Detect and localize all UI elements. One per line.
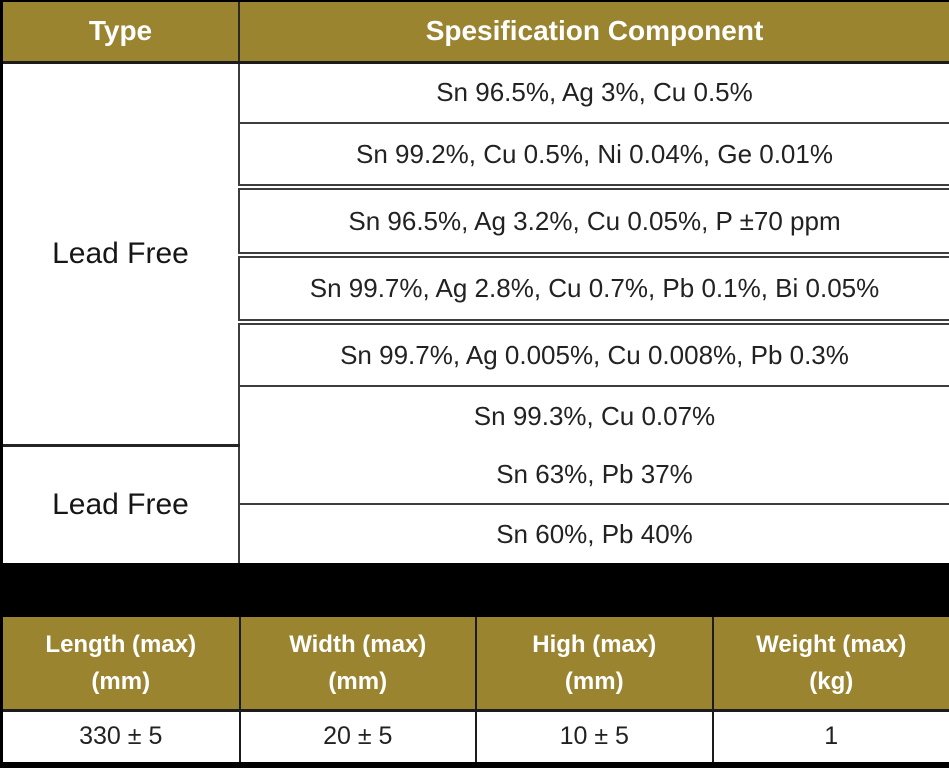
table-row: Sn 99.7%, Ag 0.005%, Cu 0.008%, Pb 0.3%	[3, 319, 949, 387]
dim-header-length: Length (max) (mm)	[3, 617, 241, 712]
dim-header-weight: Weight (max) (kg)	[712, 617, 949, 712]
table-row: Sn 96.5%, Ag 3.2%, Cu 0.05%, P ±70 ppm	[3, 184, 949, 255]
dim-header-high: High (max) (mm)	[476, 617, 714, 712]
separator-band	[0, 563, 949, 617]
table-row: Sn 99.2%, Cu 0.5%, Ni 0.04%, Ge 0.01%	[3, 122, 949, 188]
table-row: Sn 99.3%, Cu 0.07%	[3, 385, 949, 446]
dimension-table-value-row: 330 ± 5 20 ± 5 10 ± 5 1	[3, 710, 949, 762]
dim-value-weight: 1	[712, 710, 949, 762]
dimension-table: Length (max) (mm) Width (max) (mm) High …	[3, 617, 949, 762]
spec-cell: Sn 99.3%, Cu 0.07%	[239, 385, 949, 446]
dim-header-high-label: High (max)	[532, 630, 657, 658]
table-row: Lead Free Sn 63%, Pb 37%	[3, 443, 949, 563]
dim-header-width-label: Width (max)	[289, 630, 427, 658]
spec-cell: Sn 96.5%, Ag 3%, Cu 0.5%	[239, 62, 949, 124]
dim-header-weight-label: Weight (max)	[756, 630, 907, 658]
dim-header-length-unit: (mm)	[91, 667, 151, 695]
dim-header-width-unit: (mm)	[328, 667, 388, 695]
spec-cell: Sn 99.7%, Ag 2.8%, Cu 0.7%, Pb 0.1%, Bi …	[239, 251, 949, 323]
table-row: Sn 99.7%, Ag 2.8%, Cu 0.7%, Pb 0.1%, Bi …	[3, 251, 949, 323]
dim-header-weight-unit: (kg)	[809, 667, 854, 695]
dim-value-width: 20 ± 5	[239, 710, 477, 762]
dim-value-length: 330 ± 5	[3, 710, 241, 762]
dim-value-high: 10 ± 5	[476, 710, 714, 762]
spec-cell: Sn 96.5%, Ag 3.2%, Cu 0.05%, P ±70 ppm	[239, 184, 949, 255]
type-cell-lead-free-group-1: Lead Free	[3, 62, 240, 446]
table-row: Sn 60%, Pb 40%	[3, 503, 949, 563]
dimension-table-header-row: Length (max) (mm) Width (max) (mm) High …	[3, 617, 949, 712]
dim-header-width: Width (max) (mm)	[239, 617, 477, 712]
spec-cell: Sn 60%, Pb 40%	[239, 503, 949, 563]
spec-cell: Sn 63%, Pb 37%	[239, 445, 949, 505]
spec-table-header-type: Type	[3, 2, 240, 64]
spec-table-header-row: Type Spesification Component	[3, 2, 949, 64]
spec-table-header-component: Spesification Component	[239, 2, 949, 64]
type-cell-lead-free-group-2: Lead Free	[3, 443, 240, 563]
dim-header-high-unit: (mm)	[564, 667, 624, 695]
dim-header-length-label: Length (max)	[45, 630, 197, 658]
table-row: Lead Free Sn 96.5%, Ag 3%, Cu 0.5%	[3, 62, 949, 446]
spec-table: Type Spesification Component Lead Free S…	[3, 2, 949, 563]
spec-cell: Sn 99.7%, Ag 0.005%, Cu 0.008%, Pb 0.3%	[239, 319, 949, 387]
spec-cell: Sn 99.2%, Cu 0.5%, Ni 0.04%, Ge 0.01%	[239, 122, 949, 188]
